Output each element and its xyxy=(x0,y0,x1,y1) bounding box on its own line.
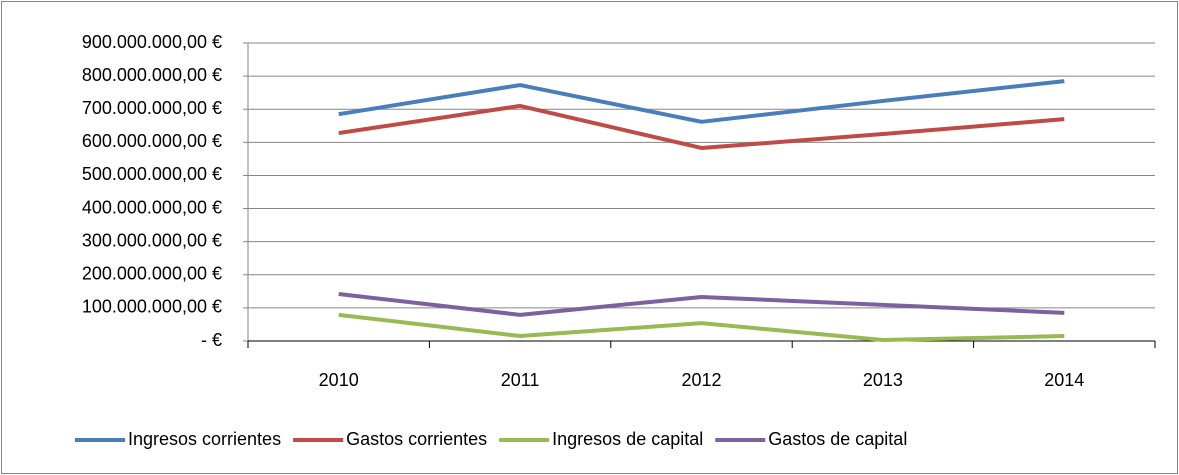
x-tick-label: 2011 xyxy=(501,370,540,390)
series-line xyxy=(338,79,1065,124)
y-tick-label: - € xyxy=(201,330,222,350)
y-tick-label: 500.000.000,00 € xyxy=(82,164,222,184)
y-tick-label: 100.000.000,00 € xyxy=(82,297,222,317)
x-tick-label: 2010 xyxy=(319,370,359,390)
y-tick-label: 700.000.000,00 € xyxy=(82,98,222,118)
legend-label: Ingresos de capital xyxy=(552,429,703,449)
x-tick-label: 2013 xyxy=(863,370,903,390)
legend-label: Gastos corrientes xyxy=(346,429,487,449)
y-tick-label: 600.000.000,00 € xyxy=(82,131,222,151)
y-tick-label: 200.000.000,00 € xyxy=(82,264,222,284)
series-line xyxy=(338,312,1065,343)
y-tick-label: 300.000.000,00 € xyxy=(82,230,222,250)
y-tick-label: 400.000.000,00 € xyxy=(82,197,222,217)
legend-label: Gastos de capital xyxy=(768,429,907,449)
x-tick-label: 2012 xyxy=(681,370,721,390)
series-line xyxy=(338,291,1065,317)
x-tick-label: 2014 xyxy=(1044,370,1084,390)
legend-label: Ingresos corrientes xyxy=(128,429,281,449)
y-tick-label: 900.000.000,00 € xyxy=(82,32,222,52)
series-line xyxy=(338,103,1065,150)
y-tick-label: 800.000.000,00 € xyxy=(82,65,222,85)
